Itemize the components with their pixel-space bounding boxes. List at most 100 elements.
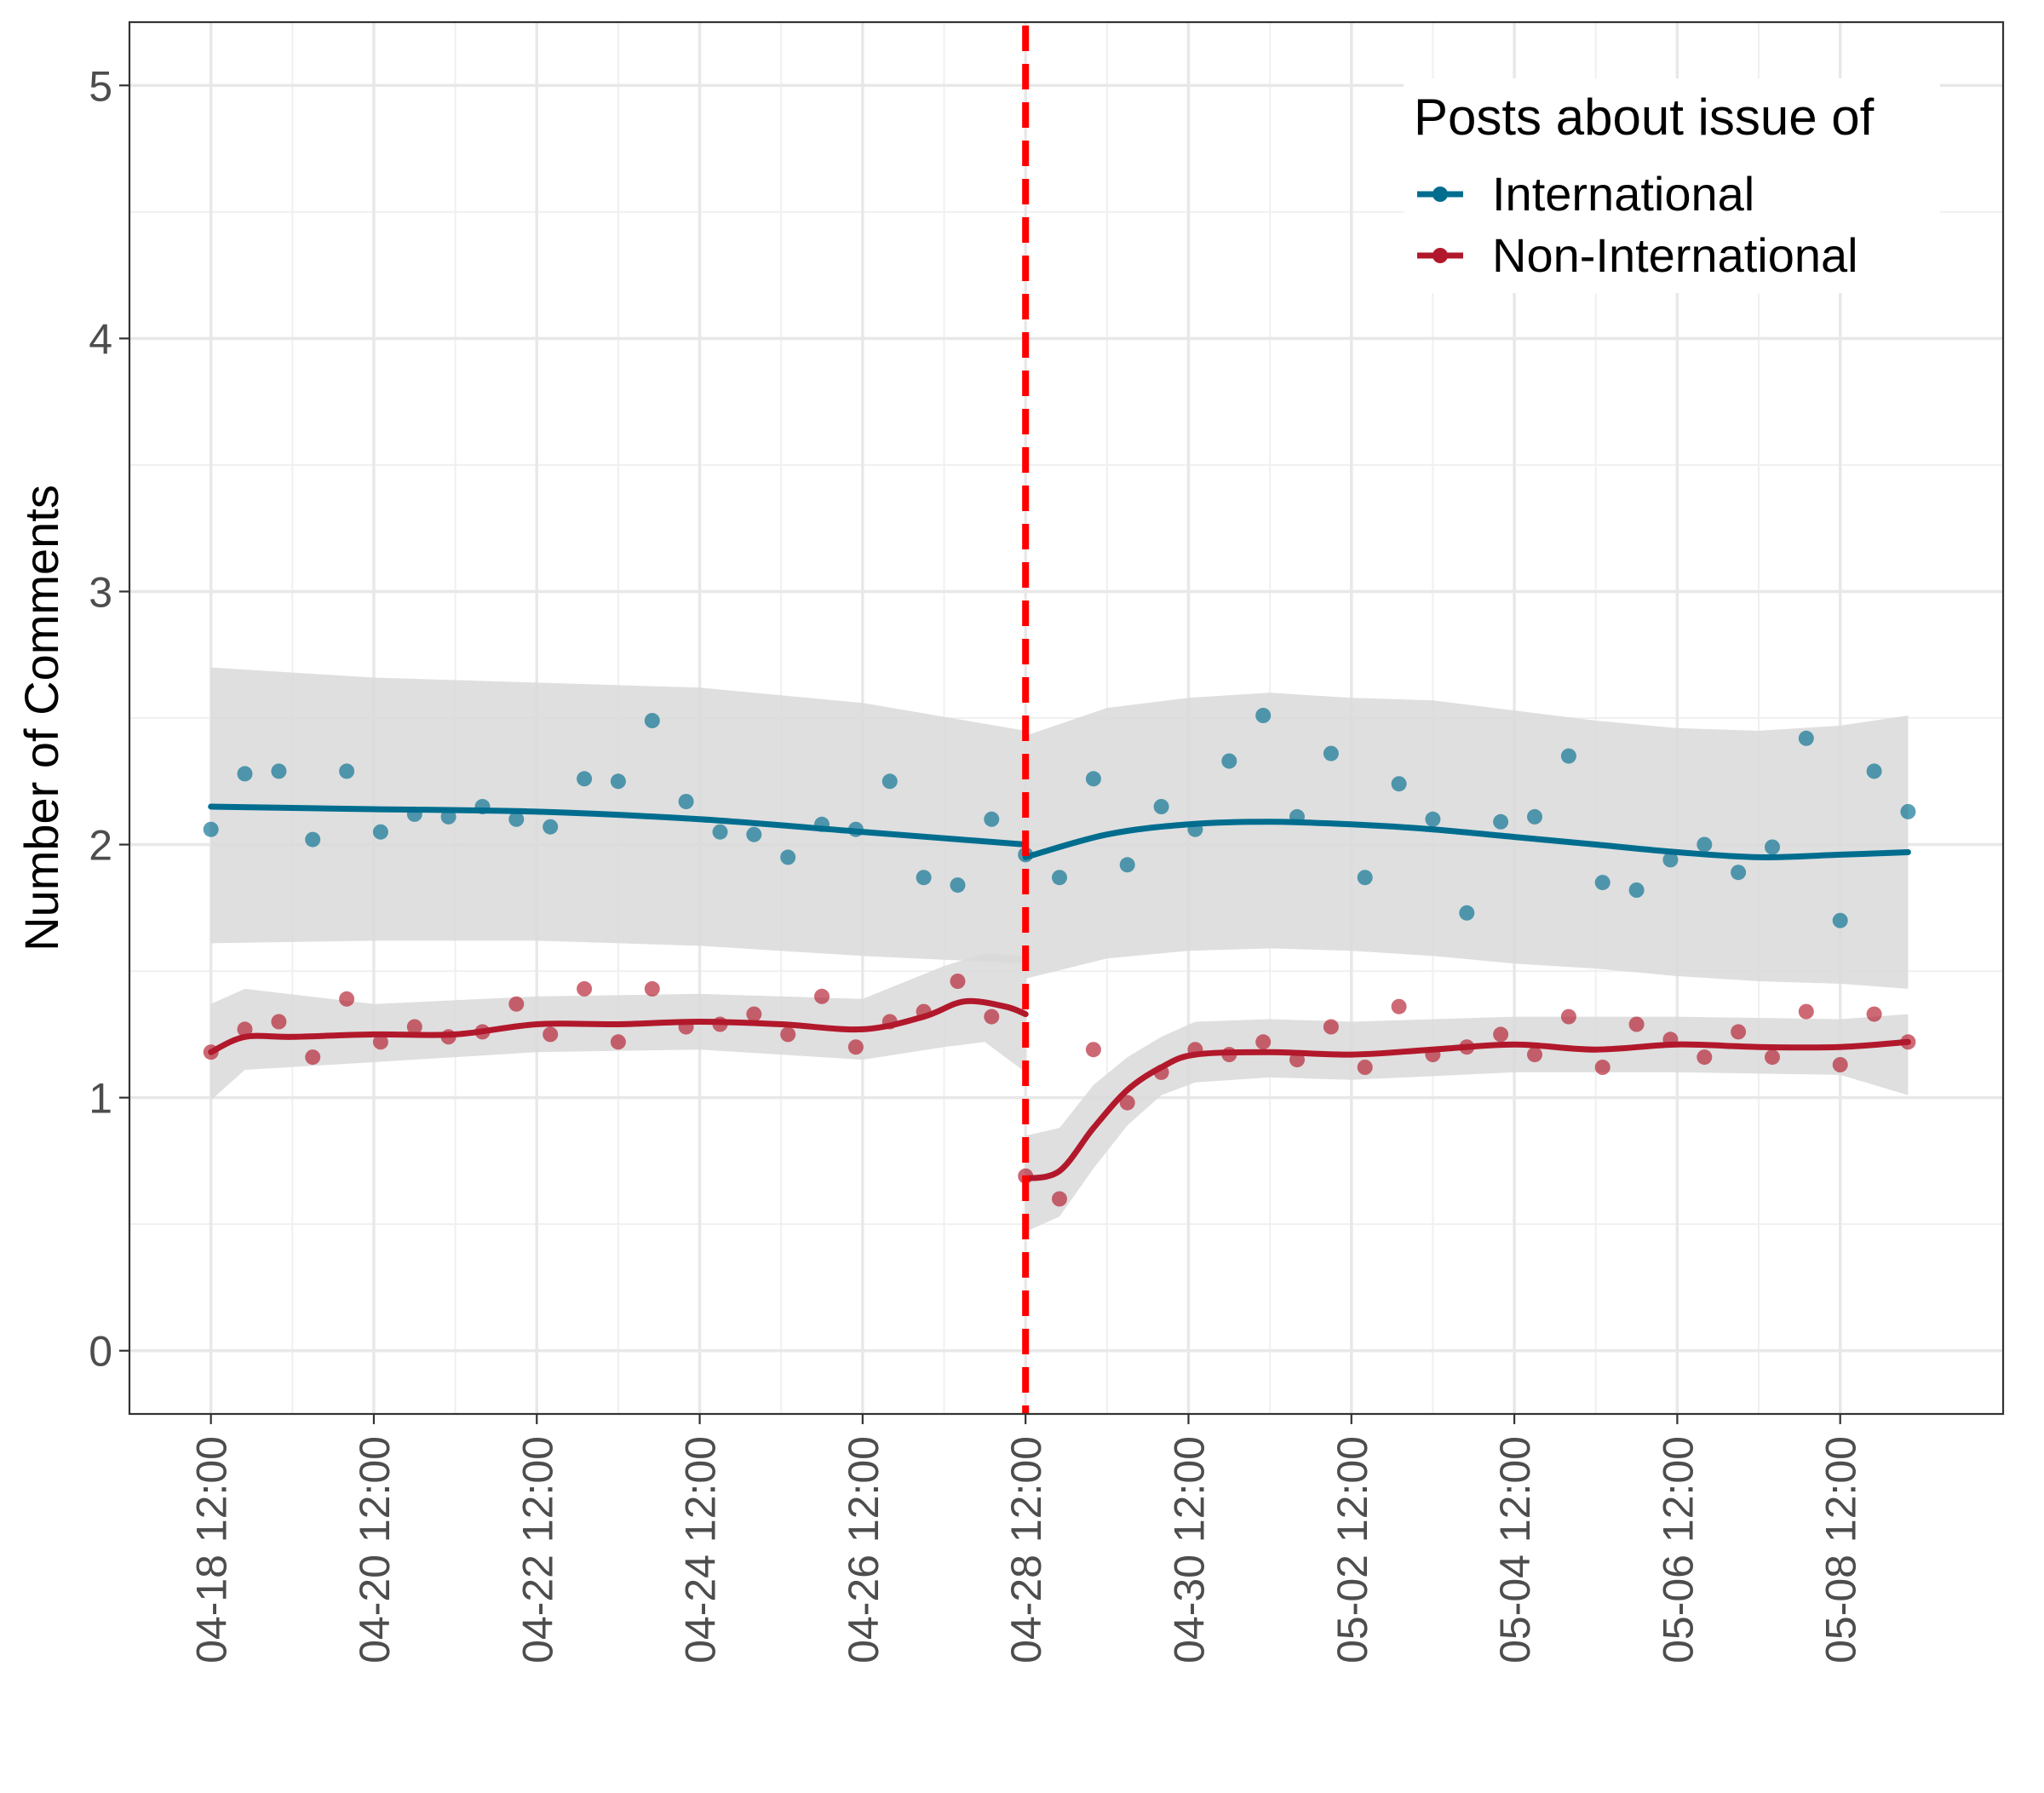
x-tick-label: 04-26 12:00: [840, 1436, 887, 1664]
legend-swatch-dot-international: [1433, 187, 1448, 202]
data-point-international: [780, 849, 796, 865]
smooth-line-international-post: [1022, 819, 1911, 860]
data-point-non-international: [305, 1049, 321, 1066]
legend: Posts about issue of International Non-In…: [1404, 78, 1940, 293]
data-point-international: [1085, 771, 1101, 787]
confidence-band-international-post: [1025, 692, 1909, 989]
data-point-non-international: [1697, 1049, 1713, 1066]
data-point-international: [1221, 753, 1237, 769]
data-point-international: [1832, 912, 1848, 928]
data-point-non-international: [1765, 1049, 1780, 1066]
data-point-non-international: [543, 1026, 559, 1043]
data-point-non-international: [1594, 1060, 1611, 1075]
y-tick-label: 2: [89, 822, 112, 870]
data-point-non-international: [1832, 1057, 1848, 1072]
data-point-non-international: [1052, 1191, 1067, 1207]
smooth-lines: [208, 803, 1911, 1182]
data-point-international: [1459, 905, 1475, 921]
data-point-non-international: [1357, 1060, 1373, 1075]
x-tick-label: 05-08 12:00: [1817, 1436, 1865, 1664]
data-point-international: [305, 831, 321, 848]
data-point-international: [644, 713, 660, 728]
data-point-international: [1731, 865, 1747, 881]
data-point-international: [678, 794, 694, 809]
data-point-non-international: [610, 1034, 626, 1050]
x-tick-label: 04-20 12:00: [351, 1436, 399, 1664]
legend-swatch-dot-non-international: [1433, 248, 1448, 263]
x-tick-label: 04-30 12:00: [1166, 1436, 1214, 1664]
data-point-non-international: [406, 1019, 422, 1035]
data-point-non-international: [1085, 1042, 1101, 1058]
legend-label-non-international: Non-International: [1492, 228, 1858, 282]
data-point-non-international: [1731, 1024, 1747, 1040]
y-axis: 0 1 2 3 4 5: [89, 62, 129, 1376]
data-point-non-international: [814, 988, 830, 1004]
data-point-non-international: [271, 1014, 287, 1030]
data-point-international: [881, 773, 898, 790]
data-point-international: [1697, 836, 1713, 853]
data-point-international: [1493, 813, 1509, 830]
data-point-non-international: [1119, 1095, 1135, 1111]
x-tick-label: 04-18 12:00: [188, 1436, 236, 1664]
x-tick-label: 05-02 12:00: [1329, 1436, 1376, 1664]
x-tick-label: 04-28 12:00: [1002, 1436, 1050, 1664]
data-point-non-international: [1560, 1009, 1576, 1025]
x-axis: 04-18 12:00 04-20 12:00 04-22 12:00 04-24 1…: [188, 1414, 1865, 1664]
y-tick-label: 1: [89, 1075, 112, 1123]
data-point-international: [1560, 748, 1576, 764]
legend-title: Posts about issue of: [1414, 89, 1875, 146]
legend-items: International Non-International: [1417, 167, 1858, 282]
data-point-non-international: [1323, 1019, 1339, 1035]
x-tick-label: 04-22 12:00: [514, 1436, 561, 1664]
data-point-non-international: [1391, 998, 1407, 1014]
y-tick-label: 4: [89, 315, 112, 363]
data-point-non-international: [237, 1021, 253, 1037]
x-tick-label: 05-04 12:00: [1491, 1436, 1539, 1664]
legend-label-international: International: [1492, 167, 1754, 221]
data-point-international: [1765, 839, 1780, 855]
y-tick-label: 5: [89, 62, 112, 110]
y-tick-label: 0: [89, 1328, 112, 1376]
data-point-international: [271, 763, 287, 779]
data-point-international: [610, 773, 626, 790]
data-point-non-international: [508, 996, 525, 1012]
data-point-non-international: [1798, 1003, 1814, 1020]
x-tick-label: 05-06 12:00: [1654, 1436, 1702, 1664]
y-axis-title: Number of Comments: [14, 485, 68, 951]
smooth-line-non-international-post: [1022, 1038, 1911, 1182]
data-point-non-international: [1866, 1006, 1882, 1022]
data-point-non-international: [644, 980, 660, 997]
data-point-international: [1866, 763, 1882, 779]
data-point-international: [1323, 745, 1339, 761]
data-point-non-international: [847, 1039, 864, 1055]
data-point-international: [1255, 708, 1272, 723]
data-point-international: [1527, 808, 1542, 825]
data-point-international: [1628, 882, 1645, 898]
data-point-non-international: [339, 991, 355, 1007]
data-point-international: [543, 819, 559, 835]
data-point-non-international: [372, 1034, 388, 1050]
smooth-line-international-pre: [208, 803, 1029, 848]
data-point-non-international: [780, 1026, 796, 1043]
data-point-international: [1153, 799, 1169, 814]
data-point-non-international: [1628, 1016, 1645, 1032]
data-point-international: [1798, 730, 1814, 746]
data-point-international: [1594, 875, 1611, 891]
data-point-international: [1900, 803, 1916, 819]
panel-border: [128, 20, 2005, 1416]
data-point-international: [339, 763, 355, 779]
confidence-band-non-international-post: [1025, 1014, 1909, 1233]
data-point-non-international: [1527, 1047, 1542, 1063]
data-point-international: [950, 877, 966, 894]
legend-background: [1404, 78, 1940, 293]
data-point-international: [984, 811, 1000, 827]
data-point-international: [372, 824, 388, 840]
data-point-non-international: [984, 1009, 1000, 1025]
data-point-international: [916, 870, 932, 886]
data-point-international: [508, 811, 525, 827]
data-point-international: [1662, 852, 1679, 868]
data-point-international: [1357, 870, 1373, 886]
y-tick-label: 3: [89, 568, 112, 616]
